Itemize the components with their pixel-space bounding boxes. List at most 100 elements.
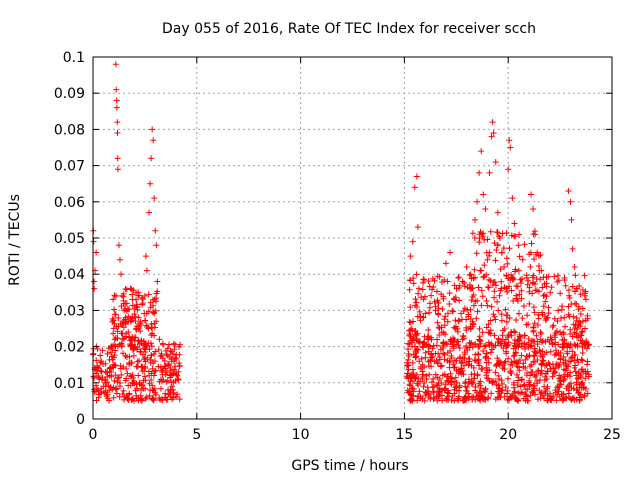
data-point — [110, 394, 117, 401]
data-point — [111, 336, 118, 343]
data-point — [515, 242, 522, 249]
data-point — [447, 379, 454, 386]
data-point — [91, 278, 98, 285]
data-point — [149, 330, 156, 337]
data-point — [424, 336, 431, 343]
data-point — [468, 380, 475, 387]
data-point — [463, 316, 470, 323]
data-point — [124, 395, 131, 402]
data-point — [152, 391, 159, 398]
data-point — [533, 287, 540, 294]
data-point — [554, 317, 561, 324]
data-point — [474, 297, 481, 304]
data-point — [510, 328, 517, 335]
data-point — [142, 317, 149, 324]
data-point — [584, 312, 591, 319]
y-axis-label: ROTI / TECUs — [7, 194, 23, 286]
data-point — [413, 271, 420, 278]
data-point — [557, 349, 564, 356]
data-point — [489, 119, 496, 126]
data-point — [133, 303, 140, 310]
data-point — [568, 384, 575, 391]
data-point — [505, 166, 512, 173]
data-point — [582, 385, 589, 392]
data-point — [578, 356, 585, 363]
data-point — [415, 382, 422, 389]
data-point — [565, 287, 572, 294]
data-point — [539, 284, 546, 291]
data-point — [452, 384, 459, 391]
y-tick-label: 0 — [76, 412, 85, 428]
data-point — [577, 323, 584, 330]
data-point — [575, 303, 582, 310]
data-point — [170, 340, 177, 347]
data-point — [420, 276, 427, 283]
data-point — [521, 332, 528, 339]
data-point — [480, 347, 487, 354]
data-point — [171, 346, 178, 353]
data-point — [560, 377, 567, 384]
data-point — [468, 297, 475, 304]
data-point — [529, 274, 536, 281]
data-point — [151, 320, 158, 327]
data-point — [491, 294, 498, 301]
data-point — [544, 314, 551, 321]
data-point — [100, 383, 107, 390]
data-point — [578, 340, 585, 347]
data-point — [551, 352, 558, 359]
data-point — [524, 312, 531, 319]
data-point — [567, 342, 574, 349]
data-point — [442, 387, 449, 394]
data-point — [120, 387, 127, 394]
data-point — [440, 339, 447, 346]
chart-title: Day 055 of 2016, Rate Of TEC Index for r… — [162, 21, 536, 37]
data-point — [473, 315, 480, 322]
data-point — [487, 349, 494, 356]
data-point — [540, 358, 547, 365]
data-point — [467, 306, 474, 313]
data-point — [494, 338, 501, 345]
y-tick-label: 0.05 — [54, 231, 85, 247]
data-point — [164, 345, 171, 352]
data-point — [520, 303, 527, 310]
data-point — [440, 295, 447, 302]
data-point — [149, 126, 156, 133]
data-point — [124, 394, 131, 401]
data-point — [106, 365, 113, 372]
data-point — [467, 271, 474, 278]
data-point — [432, 307, 439, 314]
data-point — [503, 285, 510, 292]
data-point — [569, 348, 576, 355]
data-point — [529, 337, 536, 344]
data-point — [149, 395, 156, 402]
data-point — [552, 369, 559, 376]
data-point — [422, 349, 429, 356]
data-point — [436, 332, 443, 339]
data-point — [558, 306, 565, 313]
data-point — [125, 329, 132, 336]
data-point — [530, 324, 537, 331]
data-point — [114, 119, 121, 126]
data-point — [425, 362, 432, 369]
data-point — [561, 376, 568, 383]
data-point — [564, 348, 571, 355]
data-point — [475, 350, 482, 357]
data-point — [148, 370, 155, 377]
data-point — [585, 373, 592, 380]
data-point — [504, 390, 511, 397]
data-point — [571, 341, 578, 348]
data-point — [519, 315, 526, 322]
data-point — [150, 137, 157, 144]
data-point — [118, 271, 125, 278]
data-point — [449, 375, 456, 382]
data-point — [484, 256, 491, 263]
data-point — [432, 371, 439, 378]
data-point — [143, 267, 150, 274]
data-point — [95, 372, 102, 379]
data-point — [114, 130, 121, 137]
data-point — [485, 284, 492, 291]
data-point — [117, 380, 124, 387]
data-point — [548, 336, 555, 343]
data-point — [551, 273, 558, 280]
data-point — [493, 247, 500, 254]
